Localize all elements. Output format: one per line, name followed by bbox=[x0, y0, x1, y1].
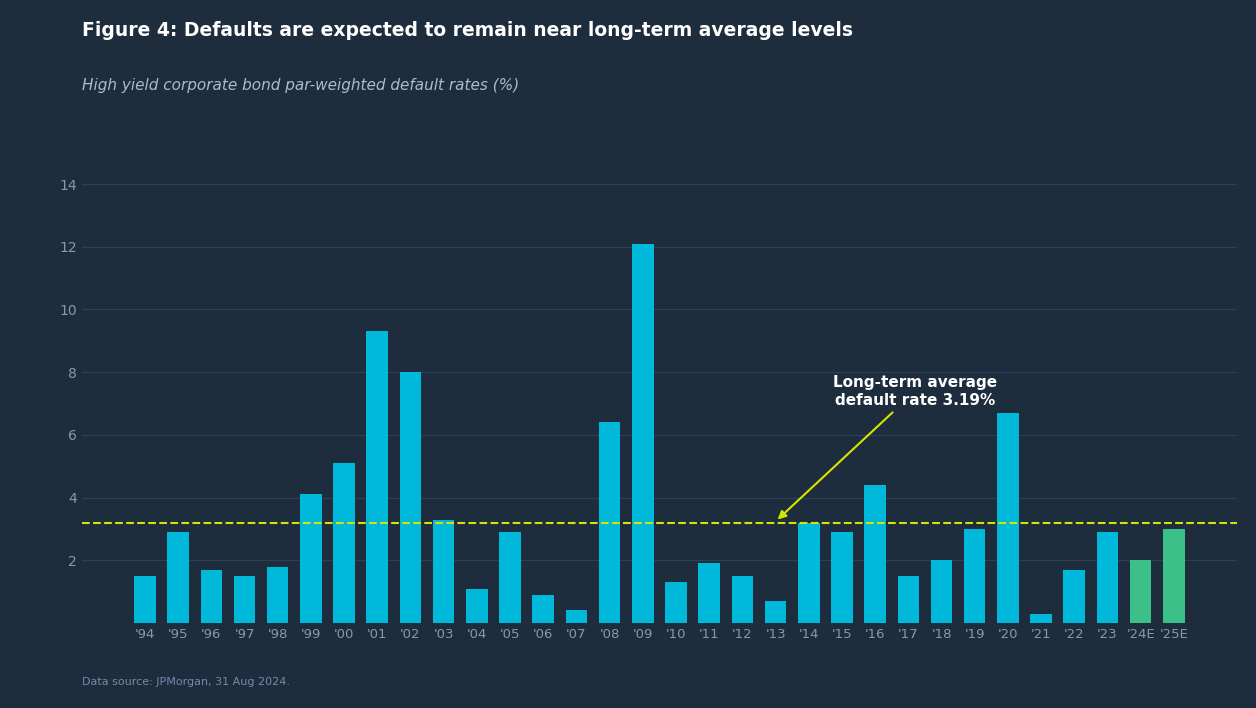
Bar bbox=[399, 372, 421, 623]
Bar bbox=[997, 413, 1019, 623]
Bar bbox=[765, 601, 786, 623]
Bar bbox=[565, 610, 588, 623]
Bar bbox=[1096, 532, 1118, 623]
Bar bbox=[731, 576, 754, 623]
Bar bbox=[466, 588, 487, 623]
Bar bbox=[698, 564, 720, 623]
Bar bbox=[134, 576, 156, 623]
Bar bbox=[1064, 570, 1085, 623]
Bar bbox=[433, 520, 455, 623]
Text: Data source: JPMorgan, 31 Aug 2024.: Data source: JPMorgan, 31 Aug 2024. bbox=[82, 677, 290, 687]
Bar bbox=[333, 463, 355, 623]
Bar bbox=[1130, 560, 1152, 623]
Text: Figure 4: Defaults are expected to remain near long-term average levels: Figure 4: Defaults are expected to remai… bbox=[82, 21, 853, 40]
Text: Long-term average
default rate 3.19%: Long-term average default rate 3.19% bbox=[779, 375, 997, 518]
Bar bbox=[798, 523, 820, 623]
Bar bbox=[533, 595, 554, 623]
Bar bbox=[167, 532, 188, 623]
Bar bbox=[632, 244, 653, 623]
Bar bbox=[963, 529, 986, 623]
Bar bbox=[931, 560, 952, 623]
Bar bbox=[1030, 614, 1051, 623]
Bar bbox=[234, 576, 255, 623]
Bar bbox=[201, 570, 222, 623]
Bar bbox=[864, 485, 885, 623]
Bar bbox=[666, 582, 687, 623]
Bar bbox=[300, 494, 322, 623]
Text: High yield corporate bond par-weighted default rates (%): High yield corporate bond par-weighted d… bbox=[82, 78, 519, 93]
Bar bbox=[599, 423, 620, 623]
Bar bbox=[367, 331, 388, 623]
Bar bbox=[898, 576, 919, 623]
Bar bbox=[499, 532, 521, 623]
Bar bbox=[268, 566, 289, 623]
Bar bbox=[1163, 529, 1184, 623]
Bar bbox=[831, 532, 853, 623]
